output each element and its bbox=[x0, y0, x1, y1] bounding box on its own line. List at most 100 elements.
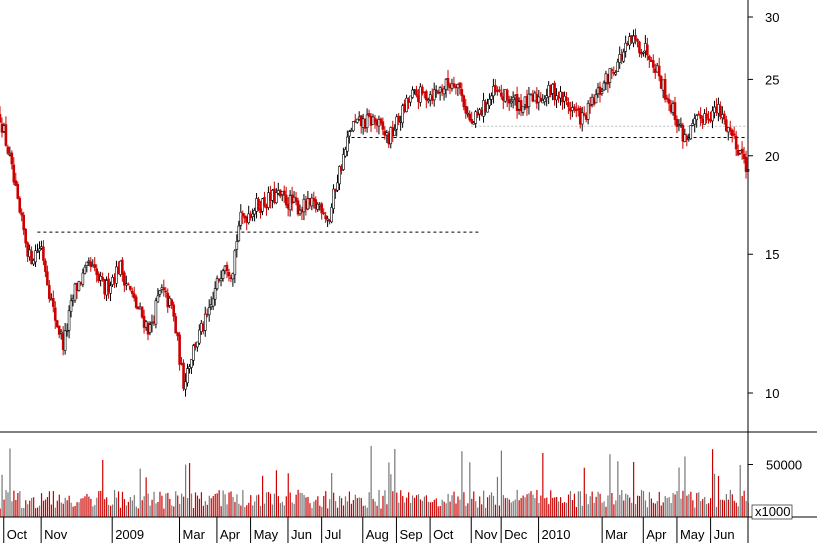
volume-bar bbox=[358, 497, 360, 517]
volume-bar bbox=[556, 496, 558, 517]
candle-body bbox=[231, 273, 235, 280]
candle-body bbox=[689, 125, 693, 140]
volume-bar bbox=[96, 497, 98, 517]
candle-body bbox=[740, 148, 744, 154]
candle-body bbox=[128, 285, 132, 290]
candle bbox=[67, 305, 71, 339]
candle bbox=[730, 128, 734, 143]
volume-bar bbox=[234, 502, 236, 517]
candle bbox=[130, 287, 134, 298]
candle bbox=[284, 186, 288, 209]
volume-bar bbox=[119, 507, 122, 517]
volume-bar bbox=[7, 492, 9, 517]
candle bbox=[211, 291, 215, 311]
candle bbox=[101, 272, 104, 282]
candle bbox=[346, 130, 349, 157]
volume-bar bbox=[246, 505, 248, 517]
volume-bar bbox=[394, 448, 396, 517]
candle-body bbox=[51, 298, 55, 307]
candle-body bbox=[332, 188, 335, 209]
candle-body bbox=[67, 310, 71, 331]
volume-bar bbox=[48, 491, 51, 517]
candle bbox=[182, 359, 185, 392]
candle-body bbox=[744, 157, 748, 172]
volume-bar bbox=[273, 493, 276, 517]
candle-body bbox=[511, 96, 515, 101]
candle bbox=[294, 192, 298, 206]
candle bbox=[203, 306, 207, 337]
candle bbox=[154, 297, 158, 329]
candle bbox=[634, 28, 637, 45]
candle-body bbox=[53, 307, 57, 321]
volume-bar bbox=[522, 495, 524, 517]
candle bbox=[26, 241, 29, 263]
candle-body bbox=[452, 83, 456, 87]
volume-bar bbox=[411, 495, 414, 517]
volume-bar bbox=[577, 491, 579, 517]
volume-bar bbox=[309, 503, 311, 517]
volume-bar bbox=[242, 490, 244, 517]
volume-bar bbox=[202, 505, 204, 517]
candle bbox=[257, 196, 260, 212]
volume-bar bbox=[200, 492, 203, 517]
candle bbox=[582, 106, 586, 117]
volume-bar bbox=[408, 492, 410, 517]
candle bbox=[651, 54, 655, 74]
candle bbox=[148, 321, 152, 336]
volume-bar bbox=[228, 492, 230, 517]
volume-bar bbox=[498, 505, 501, 517]
candle-body bbox=[344, 149, 347, 157]
candle-body bbox=[651, 60, 655, 68]
candle-body bbox=[521, 105, 525, 113]
volume-bar bbox=[256, 495, 258, 517]
candle-body bbox=[284, 194, 288, 206]
candle-body bbox=[174, 316, 177, 334]
candle-body bbox=[275, 192, 278, 204]
candle-body bbox=[324, 215, 327, 219]
candle-body bbox=[241, 213, 245, 217]
candle-body bbox=[6, 146, 10, 154]
candle-body bbox=[121, 259, 124, 275]
volume-bar bbox=[635, 504, 637, 517]
candle bbox=[657, 57, 661, 82]
candle-body bbox=[580, 112, 584, 125]
volume-bar bbox=[668, 497, 670, 517]
candle bbox=[602, 80, 606, 92]
volume-bar bbox=[1, 474, 3, 517]
candle-body bbox=[115, 266, 118, 284]
volume-bar bbox=[179, 503, 181, 517]
candle-body bbox=[486, 103, 489, 113]
candle bbox=[553, 80, 556, 106]
candle bbox=[282, 185, 286, 203]
candle-body bbox=[673, 102, 677, 120]
candle bbox=[636, 38, 639, 48]
candle-body bbox=[667, 99, 671, 104]
volume-bar bbox=[617, 461, 619, 517]
volume-bar bbox=[425, 495, 428, 517]
candle bbox=[498, 86, 501, 93]
volume-bar bbox=[106, 497, 108, 517]
candle bbox=[16, 181, 20, 200]
candle bbox=[239, 204, 243, 230]
volume-bar bbox=[108, 504, 110, 517]
candle-body bbox=[83, 266, 87, 274]
volume-bar bbox=[76, 502, 78, 517]
volume-bar bbox=[706, 504, 708, 517]
candle bbox=[442, 85, 446, 101]
candle-body bbox=[474, 111, 477, 124]
volume-bar bbox=[230, 491, 232, 517]
candle-body bbox=[409, 95, 412, 103]
volume-bar bbox=[236, 494, 238, 517]
x-tick-label: Sep bbox=[399, 527, 422, 542]
volume-bar bbox=[611, 493, 613, 517]
candle-body bbox=[573, 106, 576, 111]
price-panel bbox=[0, 28, 750, 397]
volume-bar bbox=[167, 492, 169, 517]
candle bbox=[65, 323, 69, 337]
candle-body bbox=[488, 99, 491, 107]
volume-bar bbox=[469, 462, 471, 517]
candle-body bbox=[705, 113, 708, 119]
volume-bar bbox=[660, 505, 662, 517]
candle-body bbox=[539, 97, 543, 102]
candle-body bbox=[624, 42, 627, 52]
